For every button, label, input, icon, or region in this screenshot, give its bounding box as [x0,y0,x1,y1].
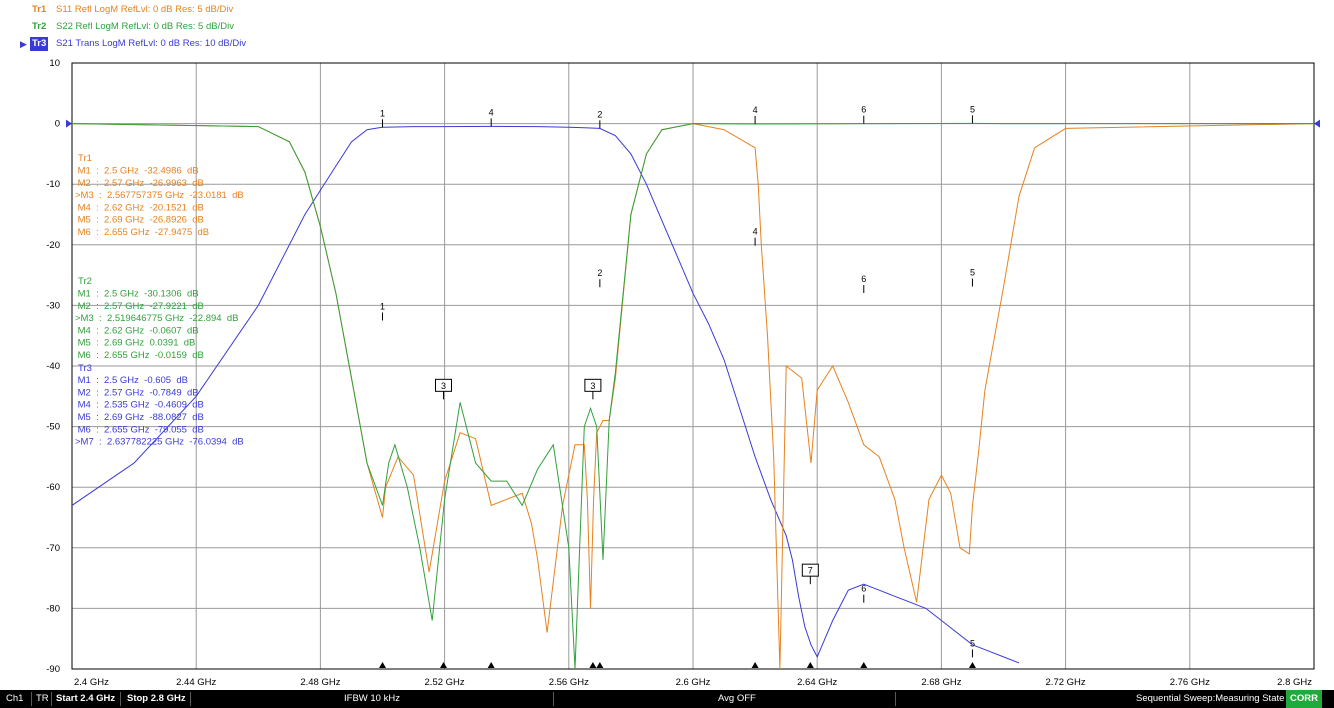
stimulus-marker-icon [596,662,604,668]
trace-tag-tr1[interactable]: Tr1 [32,4,47,15]
active-marker-label: 7 [808,566,813,576]
active-trace-arrow-icon: ▶ [20,39,27,49]
marker-label: 4 [753,227,758,237]
x-tick-label: 2.76 GHz [1170,677,1210,688]
status-sweep-state: Sequential Sweep:Measuring State [1136,693,1285,704]
stimulus-marker-icon [487,662,495,668]
y-tick-label: -30 [46,300,60,311]
stimulus-marker-icon [806,662,814,668]
marker-label: 2 [597,109,602,119]
y-tick-label: -90 [46,664,60,675]
y-tick-label: -10 [46,179,60,190]
stimulus-marker-icon [589,662,597,668]
x-tick-label: 2.56 GHz [549,677,589,688]
status-trace-mode[interactable]: TR [36,693,49,704]
marker-table-row: M5 : 2.69 GHz -88.0827 dB [75,412,204,423]
ref-level-left-icon [66,119,72,128]
status-channel[interactable]: Ch1 [6,693,24,704]
series-line-tr2 [72,122,1314,669]
marker-label: 6 [861,274,866,284]
x-tick-label: 2.72 GHz [1046,677,1086,688]
status-bar: Ch1 TR Start 2.4 GHz Stop 2.8 GHz IFBW 1… [0,690,1334,708]
status-ifbw[interactable]: IFBW 10 kHz [344,693,400,704]
series-line-tr3 [72,125,1020,664]
status-averaging[interactable]: Avg OFF [718,693,756,704]
y-tick-label: -50 [46,422,60,433]
stimulus-marker-icon [440,662,448,668]
marker-label: 5 [970,104,975,114]
marker-label: 1 [380,302,385,312]
active-marker-box [801,563,819,577]
y-tick-label: 0 [55,119,60,130]
active-marker-label: 3 [441,381,446,391]
marker-label: 5 [970,638,975,648]
chart-area[interactable]: 10 0 -10 -20 -30 -40 -50 -60 -70 -80 -90 2.4 GHz 2.4… [0,52,1334,688]
y-tick-label: -20 [46,240,60,251]
x-tick-label: 2.64 GHz [797,677,837,688]
marker-table-title: Tr1 [78,153,92,164]
y-tick-label: -60 [46,482,60,493]
status-stop-frequency[interactable]: Stop 2.8 GHz [127,693,186,704]
trace-desc-tr2: S22 Refl LogM RefLvl: 0 dB Res: 5 dB/Div [56,21,234,32]
marker-table-row: M1 : 2.5 GHz -32.4986 dB [75,165,199,176]
marker-table-row: M5 : 2.69 GHz -26.8926 dB [75,215,204,226]
marker-table-row: M2 : 2.57 GHz -27.9221 dB [75,301,204,312]
marker-table-row: M6 : 2.655 GHz -0.0159 dB [75,350,204,361]
x-tick-label: 2.52 GHz [425,677,465,688]
marker-table-title: Tr3 [78,363,92,374]
y-tick-label: 10 [49,58,60,69]
marker-table-row: M4 : 2.535 GHz -0.4609 dB [75,400,204,411]
marker-label: 4 [753,105,758,115]
active-marker-box [584,378,602,392]
status-corr-badge: CORR [1286,690,1322,708]
plot-frame [71,62,1315,670]
stimulus-marker-icon [860,662,868,668]
active-marker-box [435,378,453,392]
marker-label: 6 [861,105,866,115]
ref-level-right-icon [1314,119,1320,128]
trace-tag-tr2[interactable]: Tr2 [32,21,47,32]
marker-table-row: M4 : 2.62 GHz -20.1521 dB [75,202,204,213]
trace-desc-tr1: S11 Refl LogM RefLvl: 0 dB Res: 5 dB/Div [56,4,234,15]
y-tick-label: -70 [46,543,60,554]
chart-svg[interactable]: 10 0 -10 -20 -30 -40 -50 -60 -70 -80 -90 2.4 GHz 2.4… [0,52,1334,688]
y-tick-label: -80 [46,603,60,614]
marker-table-row: M5 : 2.69 GHz 0.0391 dB [75,338,195,349]
marker-table-row: M1 : 2.5 GHz -0.605 dB [75,375,188,386]
x-tick-label: 2.44 GHz [176,677,216,688]
active-marker-label: 3 [590,381,595,391]
marker-table-row: >M3 : 2.567757375 GHz -23.0181 dB [75,190,244,201]
marker-label: 4 [489,107,494,117]
x-tick-label: 2.68 GHz [921,677,961,688]
x-tick-label: 2.4 GHz [74,677,109,688]
marker-table-row: M2 : 2.57 GHz -0.7849 dB [75,387,199,398]
stimulus-marker-icon [379,662,386,668]
stimulus-marker-icon [968,662,976,668]
stimulus-marker-icon [751,662,759,668]
marker-table-row: M1 : 2.5 GHz -30.1306 dB [75,288,199,299]
x-tick-label: 2.8 GHz [1277,677,1312,688]
marker-table-title: Tr2 [78,276,92,287]
trace-header: Tr1 S11 Refl LogM RefLvl: 0 dB Res: 5 dB… [0,0,1334,52]
marker-table-row: M6 : 2.655 GHz -27.9475 dB [75,227,209,238]
marker-table-row: >M7 : 2.637782225 GHz -76.0394 dB [75,437,244,448]
trace-tag-tr3[interactable]: Tr3 [30,37,49,51]
marker-label: 5 [970,268,975,278]
marker-table-row: M4 : 2.62 GHz -0.0607 dB [75,325,199,336]
marker-label: 1 [380,108,385,118]
marker-label: 2 [597,268,602,278]
y-tick-label: -40 [46,361,60,372]
marker-table-row: M2 : 2.57 GHz -26.9963 dB [75,178,204,189]
x-tick-label: 2.48 GHz [300,677,340,688]
x-tick-label: 2.6 GHz [676,677,711,688]
trace-desc-tr3: S21 Trans LogM RefLvl: 0 dB Res: 10 dB/D… [56,38,247,49]
marker-table-row: >M3 : 2.519646775 GHz -22.894 dB [75,313,238,324]
marker-table-row: M6 : 2.655 GHz -79.055 dB [75,424,204,435]
marker-label: 6 [861,584,866,594]
status-start-frequency[interactable]: Start 2.4 GHz [56,693,116,704]
